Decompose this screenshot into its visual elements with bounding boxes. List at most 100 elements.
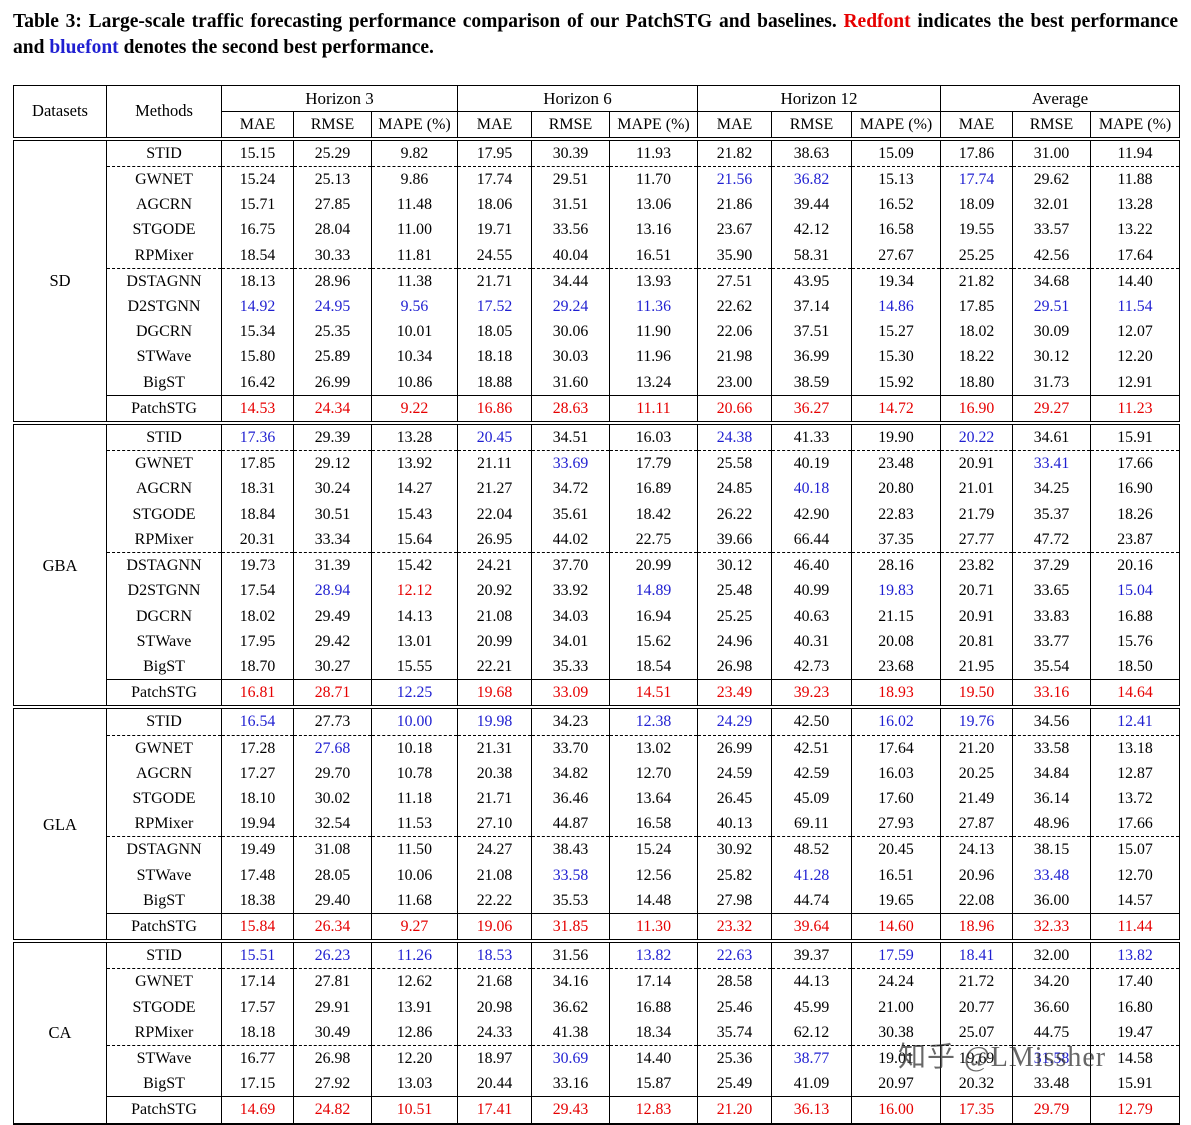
value-cell: 34.56 bbox=[1012, 705, 1091, 736]
value-cell: 23.67 bbox=[697, 217, 772, 243]
table-row: STGODE 17.57 29.91 13.91 20.98 36.62 16.88 25.4… bbox=[14, 994, 1180, 1020]
method-label: D2STGNN bbox=[106, 294, 222, 320]
value-cell: 15.51 bbox=[221, 939, 294, 970]
value-cell: 13.16 bbox=[609, 217, 698, 243]
value-cell: 19.55 bbox=[940, 217, 1013, 243]
value-cell: 17.27 bbox=[221, 760, 294, 786]
value-cell: 15.42 bbox=[371, 552, 458, 579]
method-label: PatchSTG bbox=[106, 395, 222, 424]
value-cell: 11.54 bbox=[1090, 294, 1180, 320]
value-cell: 38.43 bbox=[531, 836, 610, 863]
value-cell: 14.57 bbox=[1090, 887, 1180, 914]
table-row: RPMixer 19.94 32.54 11.53 27.10 44.87 16.58 40.… bbox=[14, 811, 1180, 838]
value-cell: 30.51 bbox=[293, 501, 372, 527]
value-cell: 29.24 bbox=[531, 294, 610, 320]
value-cell: 19.76 bbox=[940, 705, 1013, 736]
value-cell: 14.86 bbox=[850, 294, 941, 320]
value-cell: 16.52 bbox=[850, 192, 941, 218]
value-cell: 15.84 bbox=[221, 913, 294, 942]
value-cell: 17.95 bbox=[221, 628, 294, 654]
value-cell: 25.82 bbox=[697, 862, 772, 888]
value-cell: 10.51 bbox=[371, 1096, 458, 1124]
value-cell: 25.48 bbox=[697, 578, 772, 604]
value-cell: 20.32 bbox=[940, 1071, 1013, 1098]
value-cell: 44.13 bbox=[771, 968, 852, 995]
value-cell: 15.27 bbox=[850, 319, 941, 345]
value-cell: 15.71 bbox=[221, 192, 294, 218]
value-cell: 27.67 bbox=[850, 242, 941, 269]
value-cell: 21.98 bbox=[697, 344, 772, 370]
value-cell: 22.22 bbox=[457, 887, 532, 914]
value-cell: 20.92 bbox=[457, 578, 532, 604]
value-cell: 16.51 bbox=[850, 862, 941, 888]
value-cell: 26.22 bbox=[697, 501, 772, 527]
method-label: STWave bbox=[106, 1045, 222, 1072]
table-row: PatchSTG 14.53 24.34 9.22 16.86 28.63 11.11 20.… bbox=[14, 395, 1180, 424]
table-row: BigST 18.70 30.27 15.55 22.21 35.33 18.54 26.98… bbox=[14, 653, 1180, 681]
method-label: DSTAGNN bbox=[106, 552, 222, 579]
value-cell: 22.04 bbox=[457, 501, 532, 527]
value-cell: 13.06 bbox=[609, 192, 698, 218]
value-cell: 16.02 bbox=[850, 705, 941, 736]
value-cell: 26.99 bbox=[697, 735, 772, 761]
value-cell: 26.34 bbox=[293, 913, 372, 942]
value-cell: 44.87 bbox=[531, 811, 610, 838]
value-cell: 25.07 bbox=[940, 1019, 1013, 1046]
value-cell: 24.82 bbox=[293, 1096, 372, 1124]
value-cell: 36.82 bbox=[771, 166, 852, 193]
value-cell: 28.58 bbox=[697, 968, 772, 995]
value-cell: 29.12 bbox=[293, 450, 372, 477]
value-cell: 11.70 bbox=[609, 166, 698, 193]
value-cell: 17.79 bbox=[609, 450, 698, 477]
value-cell: 13.91 bbox=[371, 994, 458, 1020]
metric-header: RMSE bbox=[1012, 111, 1091, 141]
value-cell: 17.64 bbox=[850, 735, 941, 761]
value-cell: 26.95 bbox=[457, 526, 532, 554]
value-cell: 12.70 bbox=[609, 760, 698, 786]
value-cell: 34.16 bbox=[531, 968, 610, 995]
value-cell: 14.92 bbox=[221, 294, 294, 320]
value-cell: 29.62 bbox=[1012, 166, 1091, 193]
table-row: STGODE 18.84 30.51 15.43 22.04 35.61 18.42 26.2… bbox=[14, 501, 1180, 527]
dataset-label: GBA bbox=[13, 421, 107, 708]
value-cell: 40.18 bbox=[771, 476, 852, 502]
caption-text-2: indicates the best performance and bbox=[13, 11, 1178, 58]
value-cell: 42.90 bbox=[771, 501, 852, 527]
value-cell: 34.03 bbox=[531, 603, 610, 629]
value-cell: 17.28 bbox=[221, 735, 294, 761]
table-row: CA STID 15.51 26.23 11.26 18.53 31.56 13.82 22.6… bbox=[13, 939, 1180, 1124]
value-cell: 35.37 bbox=[1012, 501, 1091, 527]
col-header-datasets: Datasets bbox=[13, 85, 107, 141]
table-row: PatchSTG 16.81 28.71 12.25 19.68 33.09 14.51 23… bbox=[14, 679, 1180, 708]
table-row: GWNET 17.28 27.68 10.18 21.31 33.70 13.02 26.99… bbox=[14, 735, 1180, 761]
value-cell: 15.76 bbox=[1090, 628, 1180, 654]
metric-header: RMSE bbox=[531, 111, 610, 141]
value-cell: 16.90 bbox=[1090, 476, 1180, 502]
value-cell: 18.22 bbox=[940, 344, 1013, 370]
value-cell: 15.92 bbox=[850, 369, 941, 396]
value-cell: 48.52 bbox=[771, 836, 852, 863]
metric-header: MAPE (%) bbox=[850, 111, 941, 141]
value-cell: 38.15 bbox=[1012, 836, 1091, 863]
value-cell: 39.44 bbox=[771, 192, 852, 218]
value-cell: 30.33 bbox=[293, 242, 372, 269]
value-cell: 15.15 bbox=[221, 138, 294, 168]
value-cell: 19.47 bbox=[1090, 1019, 1180, 1046]
value-cell: 16.89 bbox=[609, 476, 698, 502]
value-cell: 42.73 bbox=[771, 653, 852, 681]
value-cell: 11.68 bbox=[371, 887, 458, 914]
method-label: D2STGNN bbox=[106, 578, 222, 604]
value-cell: 21.71 bbox=[457, 268, 532, 295]
value-cell: 19.98 bbox=[457, 705, 532, 736]
value-cell: 16.03 bbox=[609, 421, 698, 452]
value-cell: 19.49 bbox=[221, 836, 294, 863]
value-cell: 44.75 bbox=[1012, 1019, 1091, 1046]
value-cell: 41.09 bbox=[771, 1071, 852, 1098]
value-cell: 20.97 bbox=[850, 1071, 941, 1098]
value-cell: 45.99 bbox=[771, 994, 852, 1020]
value-cell: 12.70 bbox=[1090, 862, 1180, 888]
value-cell: 18.02 bbox=[221, 603, 294, 629]
dataset-section-ca: CA STID 15.51 26.23 11.26 18.53 31.56 13.82 22.6… bbox=[13, 939, 1180, 1124]
method-label: STGODE bbox=[106, 994, 222, 1020]
value-cell: 10.00 bbox=[371, 705, 458, 736]
